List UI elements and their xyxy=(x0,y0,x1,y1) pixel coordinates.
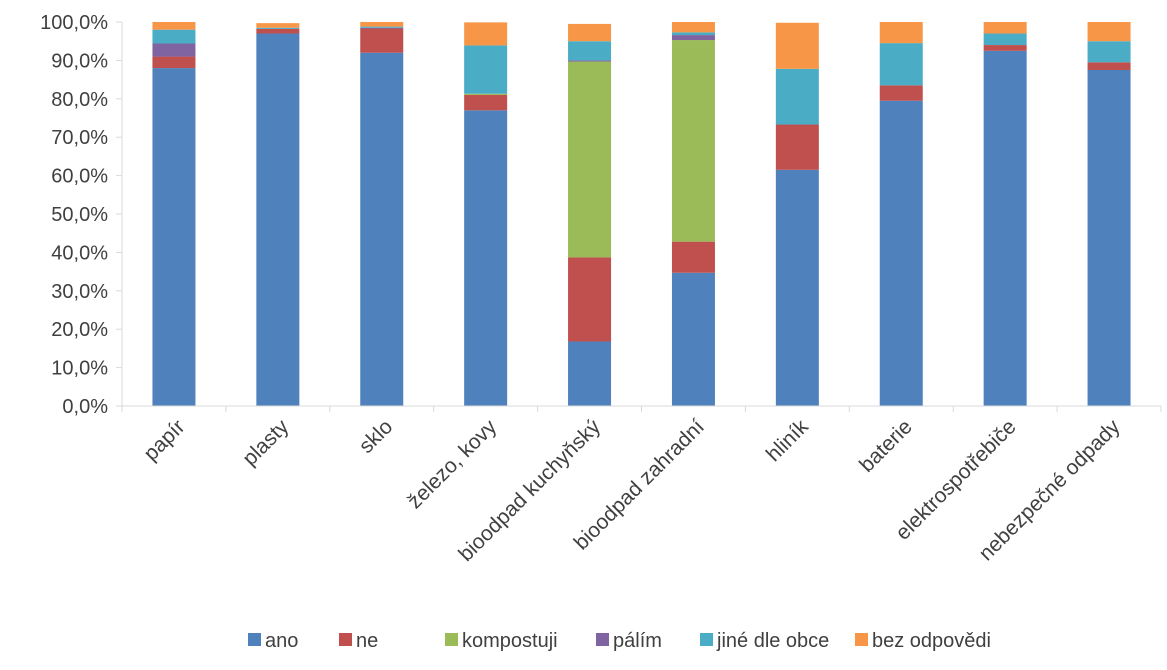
bar-baterie-jine-dle-obce xyxy=(879,43,923,86)
y-tick-label-20: 20,0% xyxy=(51,319,108,341)
y-tick-label-30: 30,0% xyxy=(51,281,108,303)
bar-group-nebezpecne-odpady xyxy=(1087,22,1131,406)
legend-item-bez-odpovedi: bez odpovědi xyxy=(855,630,991,652)
bar-zelezo-kovy-ano xyxy=(464,110,508,406)
bar-bioodpad-zahradni-bez-odpovedi xyxy=(671,22,715,33)
bar-zelezo-kovy-jine-dle-obce xyxy=(464,45,508,94)
y-tick-label-90: 90,0% xyxy=(51,50,108,72)
bar-elektrospotrebice-bez-odpovedi xyxy=(983,22,1027,34)
bar-papir-ne xyxy=(152,56,196,69)
bar-bioodpad-zahradni-ne xyxy=(671,241,715,273)
bar-hlinik-ne xyxy=(775,124,819,170)
bar-group-sklo xyxy=(360,22,404,406)
x-tick-label-baterie: baterie xyxy=(855,415,917,477)
legend-item-kompostuji: kompostuji xyxy=(445,630,558,652)
y-tick-label-10: 10,0% xyxy=(51,358,108,380)
legend-swatch-ne xyxy=(339,633,352,646)
legend-item-ano: ano xyxy=(248,630,298,652)
bar-plasty-jine-dle-obce xyxy=(256,27,300,29)
legend-item-jine-dle-obce: jiné dle obce xyxy=(700,630,829,652)
legend-swatch-kompostuji xyxy=(445,633,458,646)
bar-nebezpecne-odpady-jine-dle-obce xyxy=(1087,41,1131,63)
legend-label-ne: ne xyxy=(356,630,378,652)
legend-label-ano: ano xyxy=(265,630,298,652)
bar-group-plasty xyxy=(256,23,300,407)
y-tick-label-40: 40,0% xyxy=(51,242,108,264)
y-tick-label-100: 100,0% xyxy=(40,12,108,34)
bar-sklo-ne xyxy=(360,28,404,53)
bar-bioodpad-zahradni-palim xyxy=(671,35,715,41)
legend-swatch-ano xyxy=(248,633,261,646)
legend-swatch-jine-dle-obce xyxy=(700,633,713,646)
bar-group-zelezo-kovy xyxy=(464,22,508,406)
legend-swatch-bez-odpovedi xyxy=(855,633,868,646)
bar-hlinik-jine-dle-obce xyxy=(775,68,819,125)
legend-label-jine-dle-obce: jiné dle obce xyxy=(716,630,829,652)
bar-baterie-ne xyxy=(879,85,923,101)
bar-group-bioodpad-zahradni xyxy=(671,22,715,406)
legend-label-bez-odpovedi: bez odpovědi xyxy=(872,630,991,652)
bar-bioodpad-kuchynsky-palim xyxy=(568,60,612,62)
bar-papir-bez-odpovedi xyxy=(152,22,196,30)
bar-bioodpad-zahradni-jine-dle-obce xyxy=(671,32,715,36)
y-tick-label-50: 50,0% xyxy=(51,204,108,226)
bar-bioodpad-zahradni-ano xyxy=(671,272,715,406)
bar-elektrospotrebice-ne xyxy=(983,45,1027,51)
bar-baterie-ano xyxy=(879,100,923,406)
bar-zelezo-kovy-ne xyxy=(464,94,508,111)
y-axis-labels: 0,0% 10,0% 20,0% 30,0% 40,0% 50,0% 60,0% 70,0% 8… xyxy=(40,12,108,418)
bar-sklo-ano xyxy=(360,52,404,406)
bar-bioodpad-kuchynsky-ne xyxy=(568,257,612,342)
y-tick-label-80: 80,0% xyxy=(51,89,108,111)
x-tick-label-zelezo-kovy: železo, kovy xyxy=(403,415,501,513)
bar-elektrospotrebice-jine-dle-obce xyxy=(983,33,1027,46)
bar-plasty-ano xyxy=(256,33,300,407)
bar-papir-palim xyxy=(152,43,196,57)
y-tick-label-60: 60,0% xyxy=(51,166,108,188)
bar-nebezpecne-odpady-ne xyxy=(1087,62,1131,70)
legend-item-palim: pálím xyxy=(596,630,662,652)
x-tick-label-papir: papír xyxy=(139,415,189,465)
axes xyxy=(116,21,1162,412)
bar-nebezpecne-odpady-ano xyxy=(1087,70,1131,406)
legend-swatch-palim xyxy=(596,633,609,646)
bar-zelezo-kovy-bez-odpovedi xyxy=(464,22,508,46)
bar-papir-ano xyxy=(152,68,196,406)
x-tick-label-sklo: sklo xyxy=(355,415,398,458)
legend: ano ne kompostuji pálím jiné dle obce bez odp… xyxy=(248,630,991,652)
bar-sklo-bez-odpovedi xyxy=(360,22,404,27)
bar-group-papir xyxy=(152,22,196,406)
y-tick-label-70: 70,0% xyxy=(51,127,108,149)
bar-bioodpad-kuchynsky-jine-dle-obce xyxy=(568,41,612,61)
bar-plasty-bez-odpovedi xyxy=(256,23,300,28)
x-tick-label-hlinik: hliník xyxy=(762,415,813,466)
bar-sklo-palim xyxy=(360,27,404,29)
bar-group-baterie xyxy=(879,22,923,406)
bar-bioodpad-kuchynsky-bez-odpovedi xyxy=(568,23,612,42)
bars xyxy=(152,22,1131,407)
y-tick-label-0: 0,0% xyxy=(62,396,108,418)
bar-group-bioodpad-kuchynsky xyxy=(568,23,612,406)
bar-bioodpad-kuchynsky-ano xyxy=(568,341,612,406)
bar-plasty-ne xyxy=(256,28,300,34)
bar-papir-jine-dle-obce xyxy=(152,29,196,44)
bar-elektrospotrebice-ano xyxy=(983,50,1027,407)
bar-nebezpecne-odpady-bez-odpovedi xyxy=(1087,22,1131,42)
bar-hlinik-bez-odpovedi xyxy=(775,22,819,69)
bar-baterie-bez-odpovedi xyxy=(879,22,923,44)
bar-bioodpad-kuchynsky-kompostuji xyxy=(568,61,612,258)
legend-item-ne: ne xyxy=(339,630,378,652)
bar-hlinik-ano xyxy=(775,169,819,406)
bar-group-elektrospotrebice xyxy=(983,22,1027,407)
bar-zelezo-kovy-kompostuji xyxy=(464,93,508,95)
x-tick-label-plasty: plasty xyxy=(238,415,293,470)
legend-label-palim: pálím xyxy=(613,630,662,652)
bar-bioodpad-zahradni-kompostuji xyxy=(671,40,715,242)
legend-label-kompostuji: kompostuji xyxy=(462,630,558,652)
bar-sklo-jine-dle-obce xyxy=(360,26,404,28)
bar-group-hlinik xyxy=(775,22,819,406)
